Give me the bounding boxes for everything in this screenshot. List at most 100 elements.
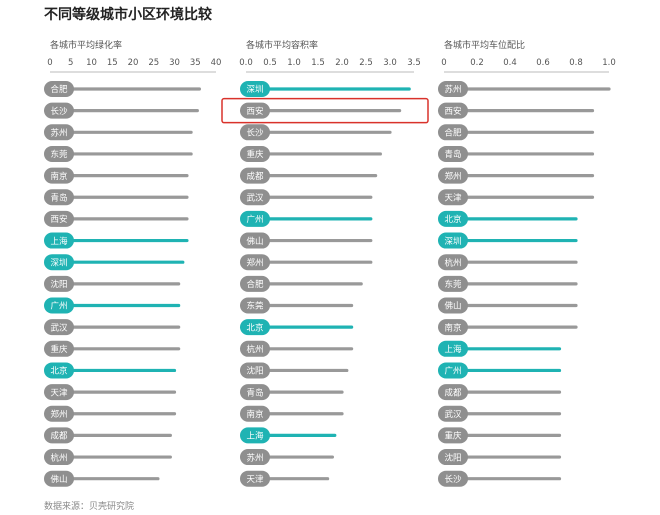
category-label: 重庆 xyxy=(246,149,264,160)
category-label: 东莞 xyxy=(246,301,264,312)
category-pill xyxy=(438,254,468,271)
tick-label: 3.5 xyxy=(407,58,421,68)
category-label: 南京 xyxy=(444,322,461,333)
category-pill xyxy=(240,470,270,487)
tick-label: 15 xyxy=(107,58,118,68)
category-label: 郑州 xyxy=(444,171,461,182)
category-pill xyxy=(240,81,270,97)
category-label: 天津 xyxy=(50,387,68,398)
category-label: 武汉 xyxy=(50,322,68,333)
category-label: 西安 xyxy=(444,106,461,117)
category-label: 成都 xyxy=(50,431,68,442)
tick-label: 5 xyxy=(68,58,73,68)
category-pill xyxy=(438,275,468,292)
category-pill xyxy=(240,210,270,227)
category-label: 北京 xyxy=(444,214,461,225)
category-label: 长沙 xyxy=(444,474,462,485)
tick-label: 0.2 xyxy=(470,58,484,68)
category-label: 合肥 xyxy=(50,84,68,95)
category-pill xyxy=(240,449,270,466)
category-pill xyxy=(240,145,270,162)
category-label: 东莞 xyxy=(50,149,68,160)
category-label: 成都 xyxy=(246,171,264,182)
category-label: 西安 xyxy=(246,106,263,117)
category-label: 沈阳 xyxy=(50,279,67,290)
category-label: 苏州 xyxy=(444,84,461,95)
category-pill xyxy=(438,232,468,249)
category-label: 西安 xyxy=(50,214,67,225)
category-pill xyxy=(44,232,74,249)
category-label: 深圳 xyxy=(50,257,67,268)
category-pill xyxy=(438,319,468,336)
category-pill xyxy=(44,124,74,141)
category-pill xyxy=(44,145,74,162)
category-pill xyxy=(240,189,270,206)
tick-label: 2.0 xyxy=(335,58,349,68)
category-label: 上海 xyxy=(246,431,264,442)
callout-box xyxy=(221,97,429,124)
category-pill xyxy=(438,167,468,184)
tick-label: 1.0 xyxy=(287,58,301,68)
category-pill xyxy=(438,210,468,227)
category-label: 武汉 xyxy=(246,192,264,203)
tick-label: 2.5 xyxy=(359,58,373,68)
category-label: 杭州 xyxy=(444,257,461,268)
category-label: 重庆 xyxy=(50,344,68,355)
category-pill xyxy=(438,384,468,401)
page-title: 不同等级城市小区环境比较 xyxy=(44,7,212,23)
category-label: 重庆 xyxy=(444,431,462,442)
panel-title: 各城市平均绿化率 xyxy=(50,39,122,51)
category-pill xyxy=(44,319,74,336)
category-label: 天津 xyxy=(246,474,264,485)
category-pill xyxy=(438,340,468,357)
tick-label: 0.0 xyxy=(239,58,253,68)
panel-title: 各城市平均车位配比 xyxy=(444,39,525,51)
category-pill xyxy=(240,297,270,314)
category-pill xyxy=(44,470,74,487)
category-pill xyxy=(438,470,468,487)
category-pill xyxy=(438,102,468,119)
category-pill xyxy=(240,102,270,119)
category-pill xyxy=(44,427,74,444)
category-label: 佛山 xyxy=(50,474,67,485)
category-label: 南京 xyxy=(246,409,263,420)
tick-label: 0.6 xyxy=(536,58,550,68)
category-label: 郑州 xyxy=(246,257,263,268)
tick-label: 0.4 xyxy=(503,58,517,68)
tick-label: 10 xyxy=(86,58,97,68)
tick-label: 0 xyxy=(47,58,52,68)
category-pill xyxy=(438,124,468,141)
category-label: 长沙 xyxy=(246,128,264,139)
tick-label: 0.5 xyxy=(263,58,277,68)
category-label: 深圳 xyxy=(444,236,461,247)
category-pill xyxy=(44,210,74,227)
category-pill xyxy=(240,167,270,184)
tick-label: 35 xyxy=(190,58,201,68)
category-pill xyxy=(438,81,468,97)
category-label: 东莞 xyxy=(444,279,462,290)
category-label: 广州 xyxy=(50,301,67,312)
category-label: 沈阳 xyxy=(246,366,263,377)
category-pill xyxy=(240,254,270,271)
data-source-note: 数据来源：贝壳研究院 xyxy=(44,502,135,512)
category-label: 杭州 xyxy=(246,344,263,355)
tick-label: 0.8 xyxy=(569,58,583,68)
category-pill xyxy=(44,254,74,271)
category-pill xyxy=(44,81,74,97)
category-label: 广州 xyxy=(444,366,461,377)
category-pill xyxy=(44,405,74,422)
tick-label: 3.0 xyxy=(383,58,397,68)
category-pill xyxy=(240,232,270,249)
category-label: 青岛 xyxy=(444,149,461,160)
tick-label: 20 xyxy=(128,58,139,68)
category-pill xyxy=(240,427,270,444)
category-label: 苏州 xyxy=(50,128,67,139)
category-label: 佛山 xyxy=(444,301,461,312)
panel-title: 各城市平均容积率 xyxy=(246,39,318,51)
category-label: 苏州 xyxy=(246,452,263,463)
category-label: 郑州 xyxy=(50,409,67,420)
category-label: 青岛 xyxy=(50,192,67,203)
category-pill xyxy=(44,340,74,357)
tick-label: 40 xyxy=(211,58,222,68)
